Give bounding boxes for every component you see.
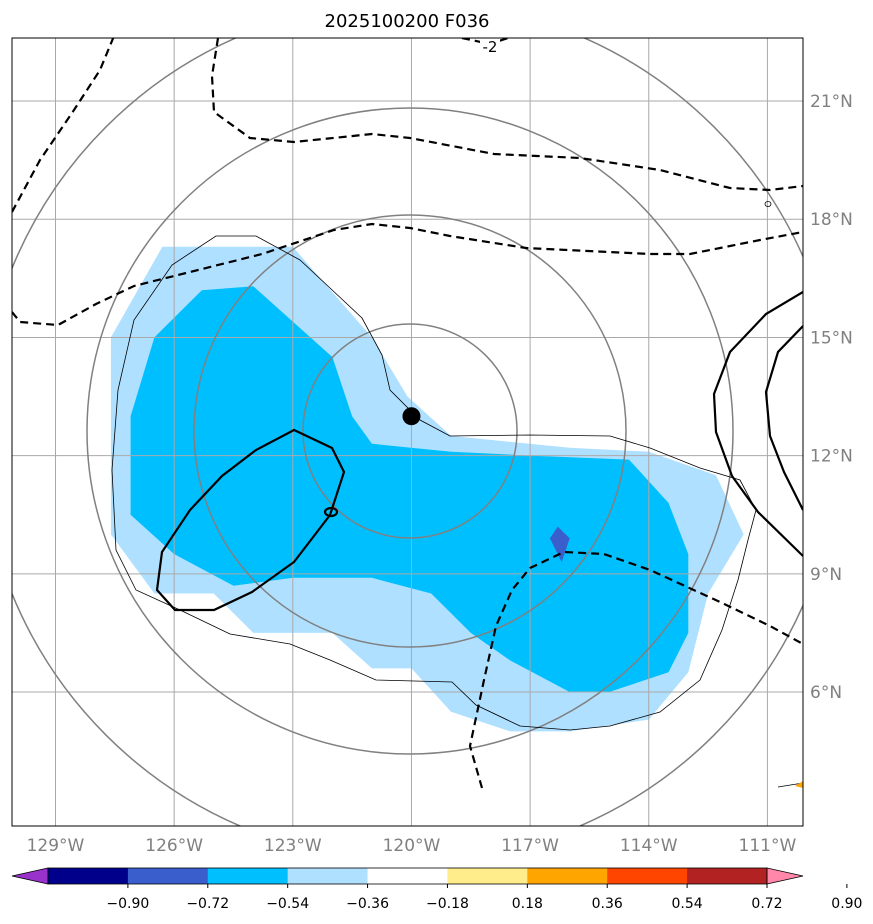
x-tick-labels: 129°W 126°W 123°W 120°W 117°W 114°W 111°W: [27, 836, 797, 856]
colorbar-tick-labels: −0.90 −0.72 −0.54 −0.36 −0.18 0.18 0.36 0.54 0.7…: [106, 884, 862, 912]
chart-title: 2025100200 F036: [325, 11, 490, 32]
x-tick-label: 117°W: [501, 836, 559, 856]
colorbar-extend-high: [766, 867, 804, 885]
y-tick-labels: 6°N 9°N 12°N 15°N 18°N 21°N: [810, 92, 853, 703]
colorbar-tick-label: 0.54: [672, 896, 703, 912]
range-ring: [302, 323, 518, 539]
colorbar-segment: [447, 868, 528, 884]
filled-regions: [110, 246, 744, 732]
colorbar-segment: [687, 868, 768, 884]
x-tick-label: 111°W: [739, 836, 797, 856]
range-ring: [193, 214, 627, 648]
solid-contour: [323, 506, 339, 518]
dashed-contour: [468, 550, 803, 789]
colorbar-segment: [127, 868, 209, 884]
colorbar-tick-label: 0.72: [751, 896, 782, 912]
colorbar-segment: [527, 868, 608, 884]
colorbar-tick-label: −0.18: [426, 896, 469, 912]
colorbar-segment: [48, 868, 129, 884]
x-tick-label: 120°W: [383, 836, 441, 856]
colorbar-segment: [287, 868, 369, 884]
range-ring: [86, 107, 734, 755]
y-tick-label: 9°N: [810, 565, 842, 585]
solid-contour: [155, 428, 346, 612]
filled-region: [130, 286, 689, 692]
colorbar-extend-low: [11, 867, 49, 885]
dashed-contour: [12, 222, 803, 327]
thin-contour: [764, 201, 772, 207]
map-area: -2: [12, 38, 803, 826]
x-tick-label: 123°W: [264, 836, 322, 856]
x-tick-label: 114°W: [620, 836, 678, 856]
colorbar-tick-label: 0.18: [512, 896, 543, 912]
y-tick-label: 15°N: [810, 328, 853, 348]
contour-label: -2: [483, 38, 498, 56]
colorbar-tick-label: −0.54: [266, 896, 309, 912]
gridlines: [12, 38, 803, 826]
x-tick-label: 129°W: [27, 836, 85, 856]
filled-region: [549, 526, 570, 562]
contour-label-bg: [480, 38, 500, 52]
x-tick-label: 126°W: [145, 836, 203, 856]
colorbar-tick-label: 0.36: [592, 896, 623, 912]
thin-contour: [111, 235, 757, 731]
colorbar-tick-label: −0.90: [106, 896, 149, 912]
thick-contours: [155, 291, 803, 612]
colorbar-segment: [207, 868, 289, 884]
colorbar-tick-label: −0.36: [346, 896, 389, 912]
colorbar-frame: [47, 867, 768, 885]
positive-anomaly-spot: [795, 781, 803, 788]
colorbar-segment: [607, 868, 688, 884]
y-tick-label: 12°N: [810, 447, 853, 467]
dashed-contour: [210, 38, 803, 192]
solid-contour: [764, 325, 803, 511]
y-tick-label: 6°N: [810, 683, 842, 703]
colorbar-tick-label: −0.72: [186, 896, 229, 912]
y-tick-label: 21°N: [810, 92, 853, 112]
dashed-contour: [12, 38, 115, 213]
solid-contour: [712, 291, 803, 557]
y-tick-label: 18°N: [810, 210, 853, 230]
colorbar-tick-label: 0.90: [831, 896, 862, 912]
storm-center-marker: [402, 407, 421, 426]
colorbar: [11, 867, 804, 885]
colorbar-segment: [367, 868, 448, 884]
range-rings: [12, 38, 803, 826]
map-frame: [11, 37, 804, 827]
